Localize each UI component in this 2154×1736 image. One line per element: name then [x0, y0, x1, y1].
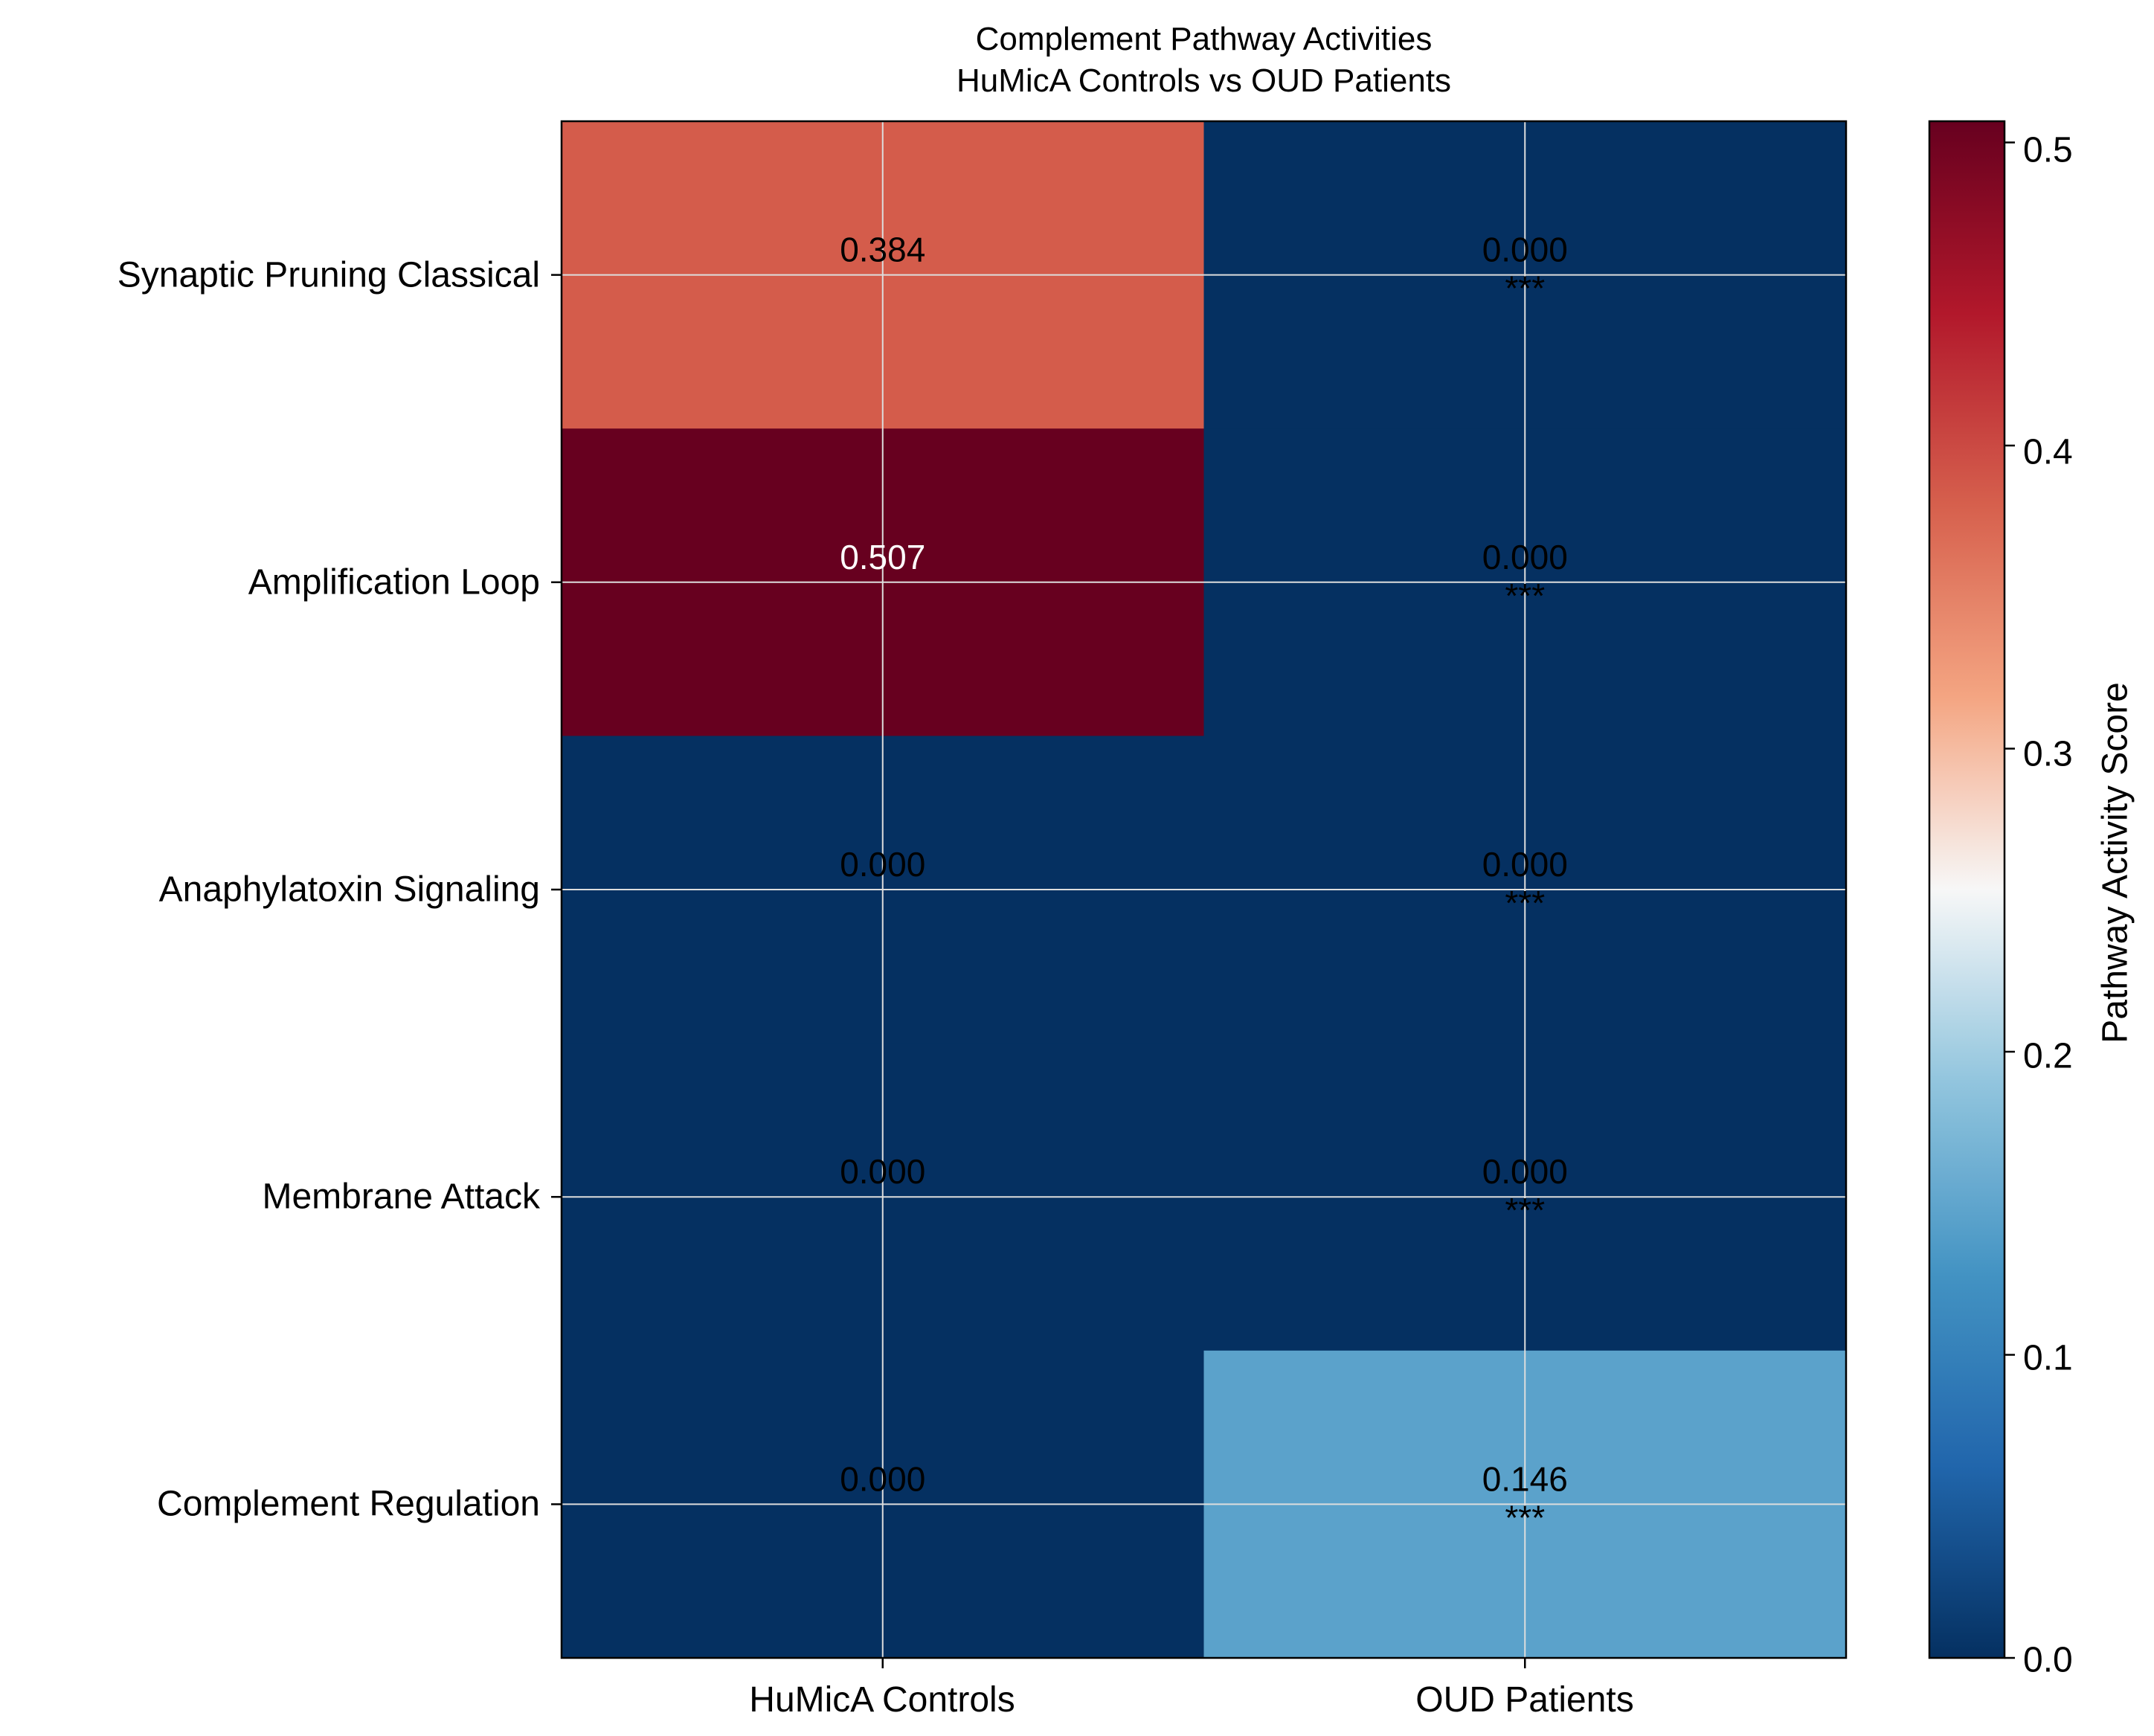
significance-marker: *** — [1505, 576, 1545, 615]
colorbar — [1928, 120, 2006, 1659]
colorbar-label: Pathway Activity Score — [2095, 682, 2135, 1044]
colorbar-tick-label: 0.5 — [2023, 130, 2073, 170]
significance-marker: *** — [1505, 884, 1545, 922]
column-label-humica-controls: HuMicA Controls — [749, 1680, 1015, 1720]
significance-marker: *** — [1505, 1191, 1545, 1229]
cell-value-label: 0.000 — [1482, 1152, 1568, 1191]
cell-value-label: 0.384 — [840, 231, 925, 269]
significance-marker: *** — [1505, 1498, 1545, 1537]
cell-value-label: 0.000 — [840, 1152, 925, 1191]
column-label-oud-patients: OUD Patients — [1415, 1680, 1634, 1720]
row-label-membrane-attack: Membrane Attack — [262, 1177, 541, 1217]
row-label-anaphylatoxin-signaling: Anaphylatoxin Signaling — [158, 869, 540, 910]
colorbar-tick-label: 0.4 — [2023, 432, 2073, 472]
cell-value-label: 0.000 — [840, 1459, 925, 1498]
cell-value-label: 0.146 — [1482, 1459, 1568, 1498]
cell-value-label: 0.000 — [1482, 538, 1568, 576]
colorbar-tick-label: 0.0 — [2023, 1640, 2073, 1680]
chart-title-line-2: HuMicA Controls vs OUD Patients — [956, 62, 1452, 99]
chart-title-line-1: Complement Pathway Activities — [975, 21, 1433, 57]
row-label-complement-regulation: Complement Regulation — [157, 1484, 540, 1524]
colorbar-tick-label: 0.3 — [2023, 734, 2073, 774]
colorbar-tick-label: 0.2 — [2023, 1036, 2073, 1076]
row-label-amplification-loop: Amplification Loop — [248, 562, 540, 602]
significance-marker: *** — [1505, 269, 1545, 308]
cell-value-label: 0.000 — [1482, 231, 1568, 269]
cell-value-label: 0.000 — [840, 845, 925, 884]
cell-value-label: 0.507 — [840, 538, 925, 576]
cell-value-label: 0.000 — [1482, 845, 1568, 884]
colorbar-tick-label: 0.1 — [2023, 1338, 2073, 1378]
row-label-synaptic-pruning-classical: Synaptic Pruning Classical — [117, 255, 540, 295]
